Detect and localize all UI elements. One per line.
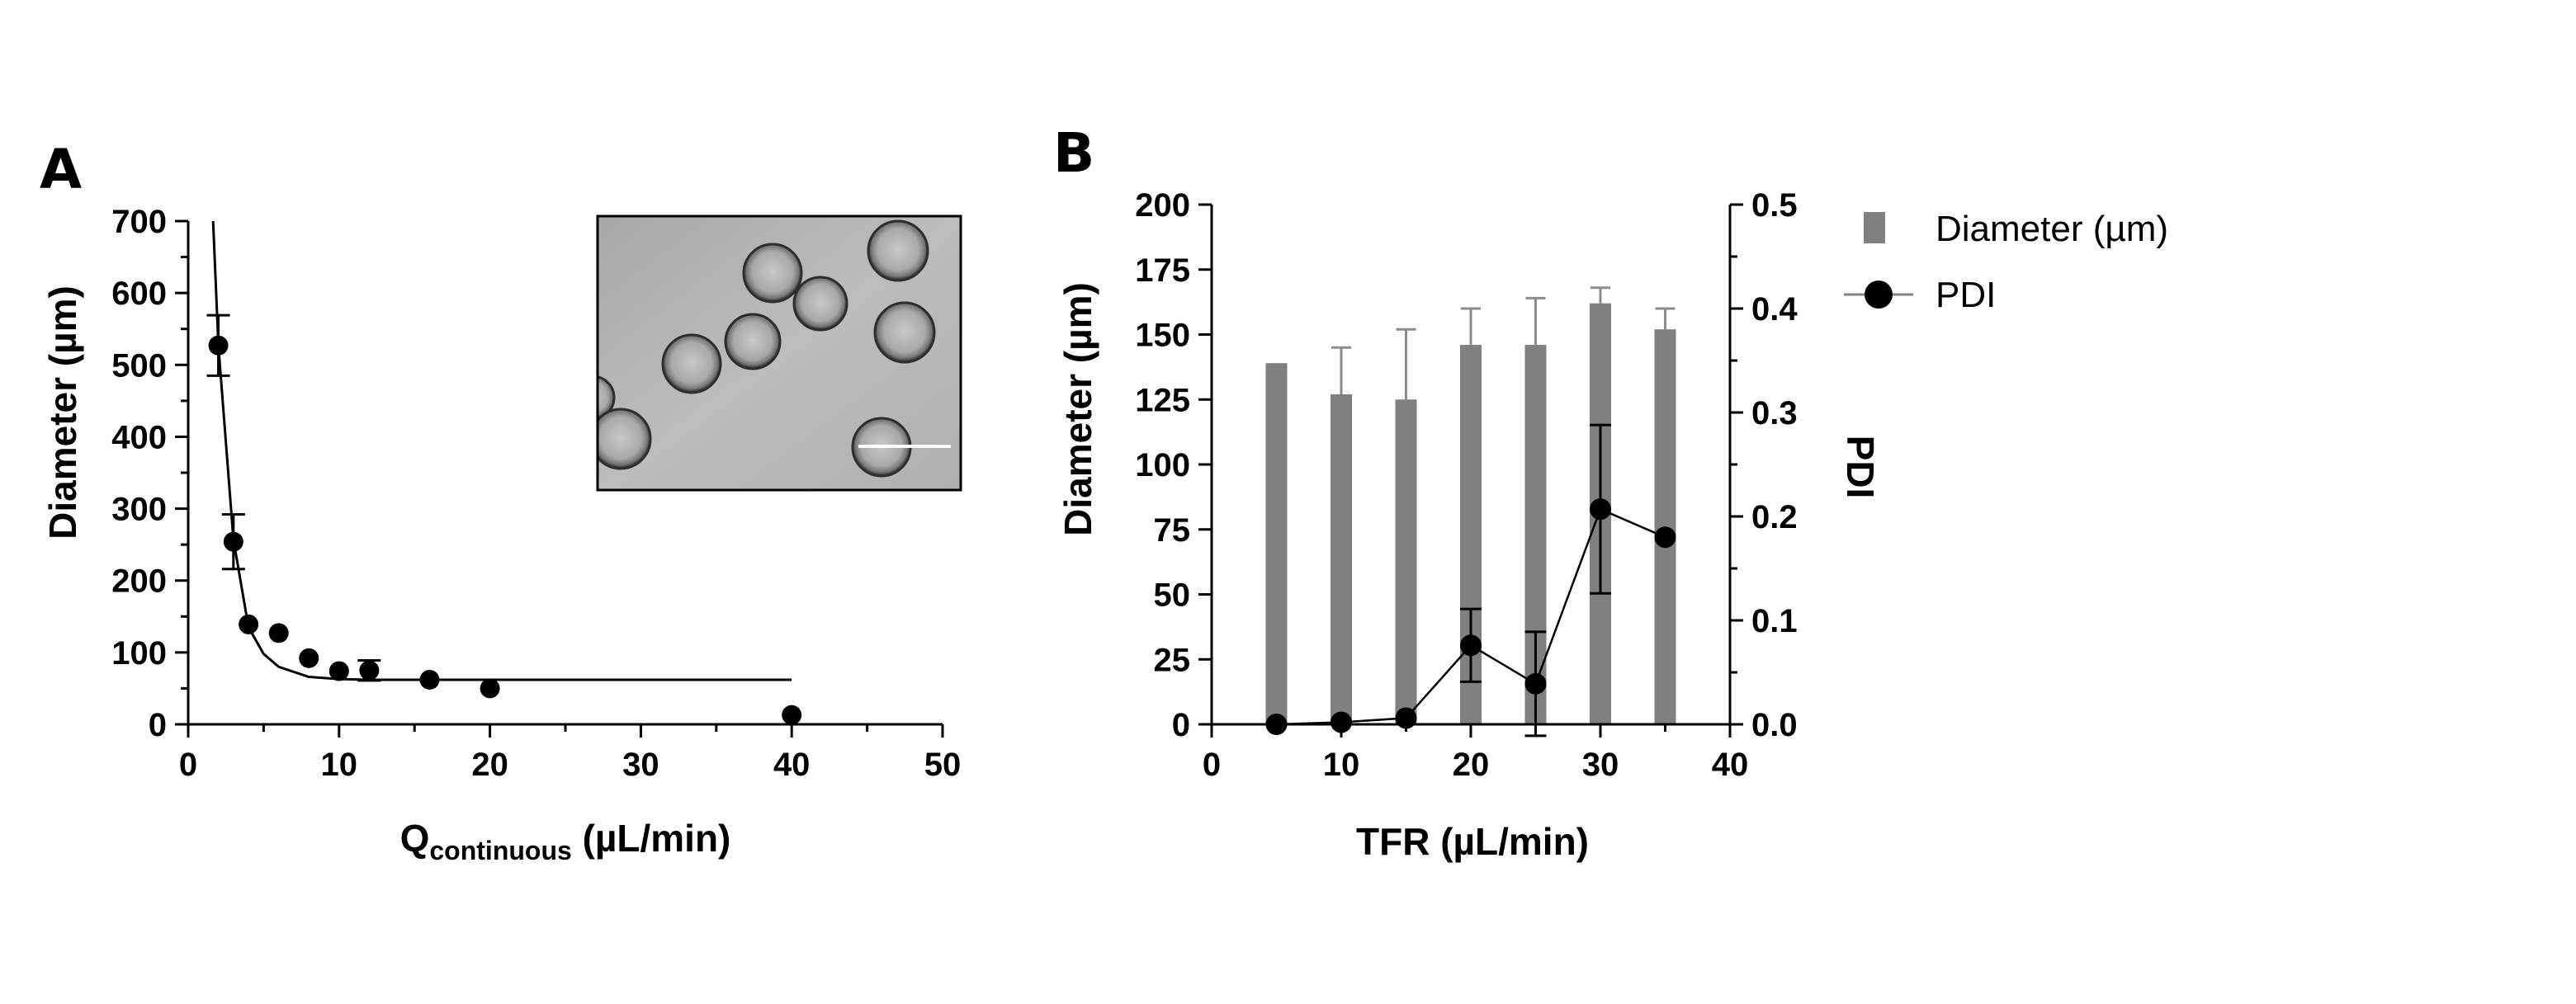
panel-b-x-axis-label: TFR (µL/min) (1356, 820, 1589, 863)
panel-a-x-tick-label: 10 (321, 747, 358, 783)
panel-a-points (208, 335, 802, 725)
panel-a-y-tick-label: 0 (149, 707, 167, 743)
panel-b-left-y-tick-label: 100 (1135, 447, 1190, 483)
droplet (598, 375, 616, 420)
panel-a-data-point (299, 648, 319, 668)
panel-a-y-tick-label: 700 (111, 204, 167, 240)
panel-b-bar (1395, 399, 1417, 724)
panel-b-pdi-point (1331, 711, 1352, 733)
panel-b-bar-error-bars (1331, 286, 1676, 400)
panel-a-error-bars (206, 313, 381, 682)
droplet (873, 301, 936, 364)
panel-b-right-y-tick-label: 0.2 (1751, 499, 1798, 535)
panel-b-left-y-tick-label: 200 (1135, 187, 1190, 224)
panel-a-y-tick-label: 400 (111, 419, 167, 455)
panel-a-y-axis-label: Diameter (µm) (41, 285, 84, 540)
panel-b-x-tick-label: 10 (1323, 747, 1360, 783)
panel-b-bars (1265, 303, 1676, 724)
droplet (742, 243, 803, 304)
panel-a-data-point (328, 661, 349, 681)
panel-b-pdi-point (1654, 526, 1676, 549)
panel-b-right-y-tick-label: 0.1 (1751, 603, 1798, 639)
panel-b-pdi-point (1524, 672, 1547, 695)
legend-diameter-label: Diameter (µm) (1936, 209, 2168, 249)
panel-a-ticks: 0 100 200 300 400 500 600 700 0 10 20 30 40 50 (111, 204, 961, 783)
panel-a-data-point (359, 660, 380, 681)
legend-pdi-marker (1865, 280, 1893, 309)
panel-a-x-tick-label: 40 (773, 747, 811, 783)
panel-b-x-tick-label: 0 (1203, 747, 1221, 783)
panel-b-pdi-point (1590, 498, 1611, 521)
panel-b-pdi-point (1395, 707, 1417, 729)
panel-b-x-tick-label: 30 (1582, 747, 1619, 783)
panel-b-left-y-tick-label: 175 (1135, 252, 1190, 289)
panel-a-y-tick-label: 300 (111, 492, 167, 528)
panel-b-pdi-points (1265, 498, 1676, 735)
panel-a-x-tick-label: 20 (471, 747, 508, 783)
inset-micrograph (596, 214, 962, 492)
panel-b-left-y-tick-label: 0 (1172, 707, 1190, 743)
panel-b-right-y-tick-label: 0.3 (1751, 395, 1798, 431)
droplet (598, 408, 652, 470)
panel-b-left-y-tick-label: 125 (1135, 382, 1190, 418)
panel-b-ticks: 02550751001251501752000.00.10.20.30.40.5… (1135, 187, 1798, 783)
panel-a-x-tick-label: 50 (924, 747, 962, 783)
panel-a-data-point (239, 614, 259, 634)
inset-droplets (598, 219, 936, 478)
panel-b-bar (1265, 363, 1288, 724)
panel-a-data-point (223, 531, 243, 552)
panel-a-x-axis-label: Qcontinuous (µL/min) (400, 817, 731, 865)
droplet (792, 276, 848, 332)
panel-b-x-tick-label: 20 (1453, 747, 1490, 783)
droplet (661, 333, 722, 394)
panel-a-y-tick-label: 600 (111, 276, 167, 312)
panel-b: B 02550751001251501752000.00.10.20.30.40… (1053, 121, 2168, 863)
panel-b-legend: Diameter (µm) PDI (1844, 209, 2168, 315)
panel-b-bar (1331, 394, 1352, 724)
panel-a: A 0 100 200 300 400 500 600 700 0 10 20 30 40 50 Qcon… (40, 138, 962, 865)
panel-a-data-point (782, 705, 802, 725)
panel-a-data-point (419, 669, 440, 690)
panel-a-x-tick-label: 30 (622, 747, 659, 783)
panel-b-right-y-axis-label: PDI (1839, 436, 1882, 499)
panel-b-pdi-point (1460, 634, 1482, 657)
panel-b-label: B (1053, 121, 1094, 185)
panel-a-data-point (480, 678, 500, 699)
panel-b-left-y-tick-label: 75 (1154, 512, 1191, 549)
legend-diameter-swatch (1864, 212, 1885, 243)
panel-a-data-point (208, 335, 229, 356)
panel-a-y-tick-label: 200 (111, 563, 167, 600)
droplet (724, 313, 782, 370)
panel-b-right-y-tick-label: 0.0 (1751, 707, 1798, 743)
panel-b-pdi-point (1265, 714, 1288, 735)
inset-frame (596, 214, 962, 492)
panel-b-left-y-axis-label: Diameter (µm) (1056, 282, 1099, 536)
droplet (867, 219, 929, 282)
panel-a-data-point (268, 623, 289, 643)
panel-b-left-y-tick-label: 50 (1154, 577, 1191, 614)
panel-b-left-y-tick-label: 25 (1154, 642, 1191, 678)
panel-b-right-y-tick-label: 0.4 (1751, 291, 1798, 328)
panel-b-right-y-tick-label: 0.5 (1751, 187, 1798, 224)
panel-b-left-y-tick-label: 150 (1135, 318, 1190, 354)
panel-a-y-tick-label: 100 (111, 635, 167, 672)
panel-a-label: A (40, 138, 82, 201)
panel-a-x-tick-label: 0 (179, 747, 197, 783)
panel-a-y-tick-label: 500 (111, 347, 167, 384)
panel-b-x-tick-label: 40 (1712, 747, 1749, 783)
legend-pdi-label: PDI (1936, 275, 1996, 315)
